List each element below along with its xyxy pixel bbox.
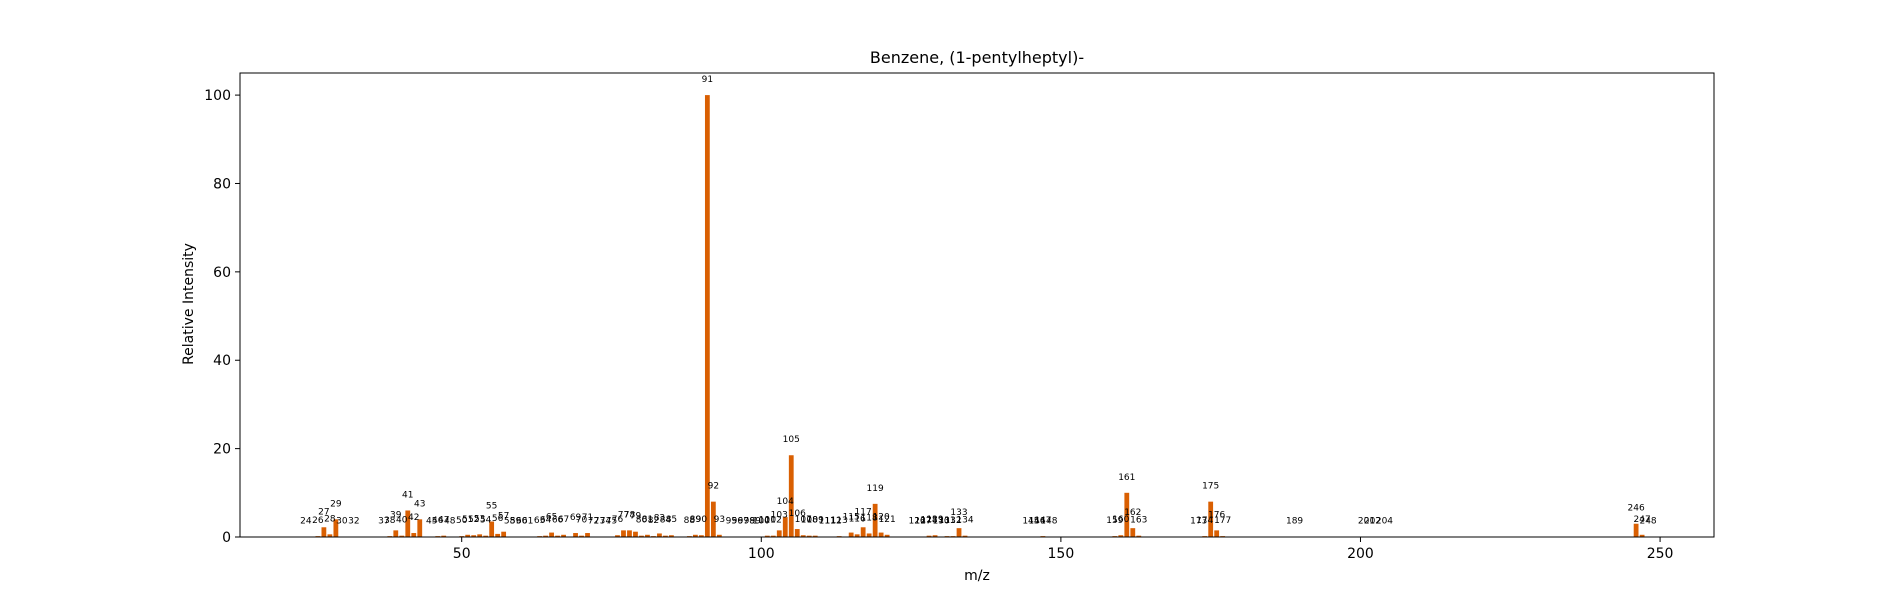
- peak-label: 41: [402, 490, 413, 500]
- peak-label: 93: [714, 515, 725, 525]
- spectrum-bar: [411, 533, 416, 537]
- spectrum-bar: [549, 533, 554, 537]
- peak-label: 148: [1040, 517, 1057, 527]
- spectrum-bar: [795, 529, 800, 537]
- spectrum-bar: [849, 533, 854, 537]
- spectrum-bar: [861, 527, 866, 537]
- spectrum-bar: [585, 533, 590, 537]
- peak-label: 67: [558, 515, 569, 525]
- y-axis-label: Relative Intensity: [181, 243, 197, 365]
- peak-label: 28: [324, 514, 336, 524]
- spectrum-bar: [957, 528, 962, 537]
- spectrum-bar: [1634, 524, 1639, 537]
- peak-label: 103: [771, 510, 788, 520]
- spectrum-bar: [657, 533, 662, 537]
- spectrum-bar: [777, 530, 782, 537]
- spectrum-bar: [867, 533, 872, 537]
- peak-label: 54: [480, 516, 492, 526]
- spectrum-bar: [789, 455, 794, 537]
- x-tick-label: 250: [1647, 546, 1674, 562]
- y-tick-label: 40: [213, 353, 231, 369]
- spectrum-bar: [879, 533, 884, 537]
- peak-label: 161: [1118, 473, 1135, 483]
- x-tick-label: 50: [453, 546, 471, 562]
- peak-label: 61: [522, 517, 533, 527]
- peak-label: 121: [879, 515, 896, 525]
- x-tick-label: 150: [1048, 546, 1075, 562]
- peak-label: 104: [777, 497, 794, 507]
- y-tick-label: 100: [204, 88, 231, 104]
- peak-label: 42: [408, 513, 419, 523]
- peak-label: 26: [312, 516, 324, 526]
- x-axis-label: m/z: [964, 568, 990, 584]
- x-tick-label: 100: [748, 546, 775, 562]
- peak-label: 43: [414, 499, 425, 509]
- spectrum-bar: [501, 532, 506, 537]
- y-tick-label: 80: [213, 176, 231, 192]
- chart-title: Benzene, (1-pentylheptyl)-: [870, 48, 1084, 67]
- x-tick-label: 200: [1347, 546, 1374, 562]
- spectrum-bar: [393, 530, 398, 537]
- peak-label: 134: [956, 516, 973, 526]
- spectrum-bar: [573, 533, 578, 537]
- peak-label: 55: [486, 502, 497, 512]
- peak-label: 40: [396, 516, 408, 526]
- peak-label: 92: [708, 482, 719, 492]
- peak-label: 105: [783, 435, 800, 445]
- peak-label: 163: [1130, 516, 1147, 526]
- spectrum-bar: [1130, 528, 1135, 537]
- peak-label: 175: [1202, 482, 1219, 492]
- spectrum-bar: [633, 532, 638, 537]
- spectrum-bar: [1214, 530, 1219, 537]
- y-tick-label: 60: [213, 265, 231, 281]
- y-tick-label: 20: [213, 442, 231, 458]
- peak-label: 91: [702, 75, 713, 85]
- peak-label: 189: [1286, 517, 1303, 527]
- spectrum-bar: [627, 530, 632, 537]
- peak-label: 24: [300, 517, 312, 527]
- spectrum-bar: [705, 95, 710, 537]
- peak-label: 32: [348, 517, 359, 527]
- spectrum-bar: [321, 527, 326, 537]
- peak-label: 30: [336, 517, 348, 527]
- peak-label: 48: [444, 517, 456, 527]
- peak-label: 119: [867, 484, 884, 494]
- peak-label: 248: [1639, 517, 1656, 527]
- y-tick-label: 0: [222, 530, 231, 546]
- peak-label: 204: [1376, 517, 1393, 527]
- spectrum-bar: [621, 530, 626, 537]
- peak-label: 90: [696, 515, 708, 525]
- peak-label: 177: [1214, 516, 1231, 526]
- peak-label: 85: [666, 515, 677, 525]
- peak-label: 29: [330, 499, 342, 509]
- peak-label: 246: [1628, 504, 1645, 514]
